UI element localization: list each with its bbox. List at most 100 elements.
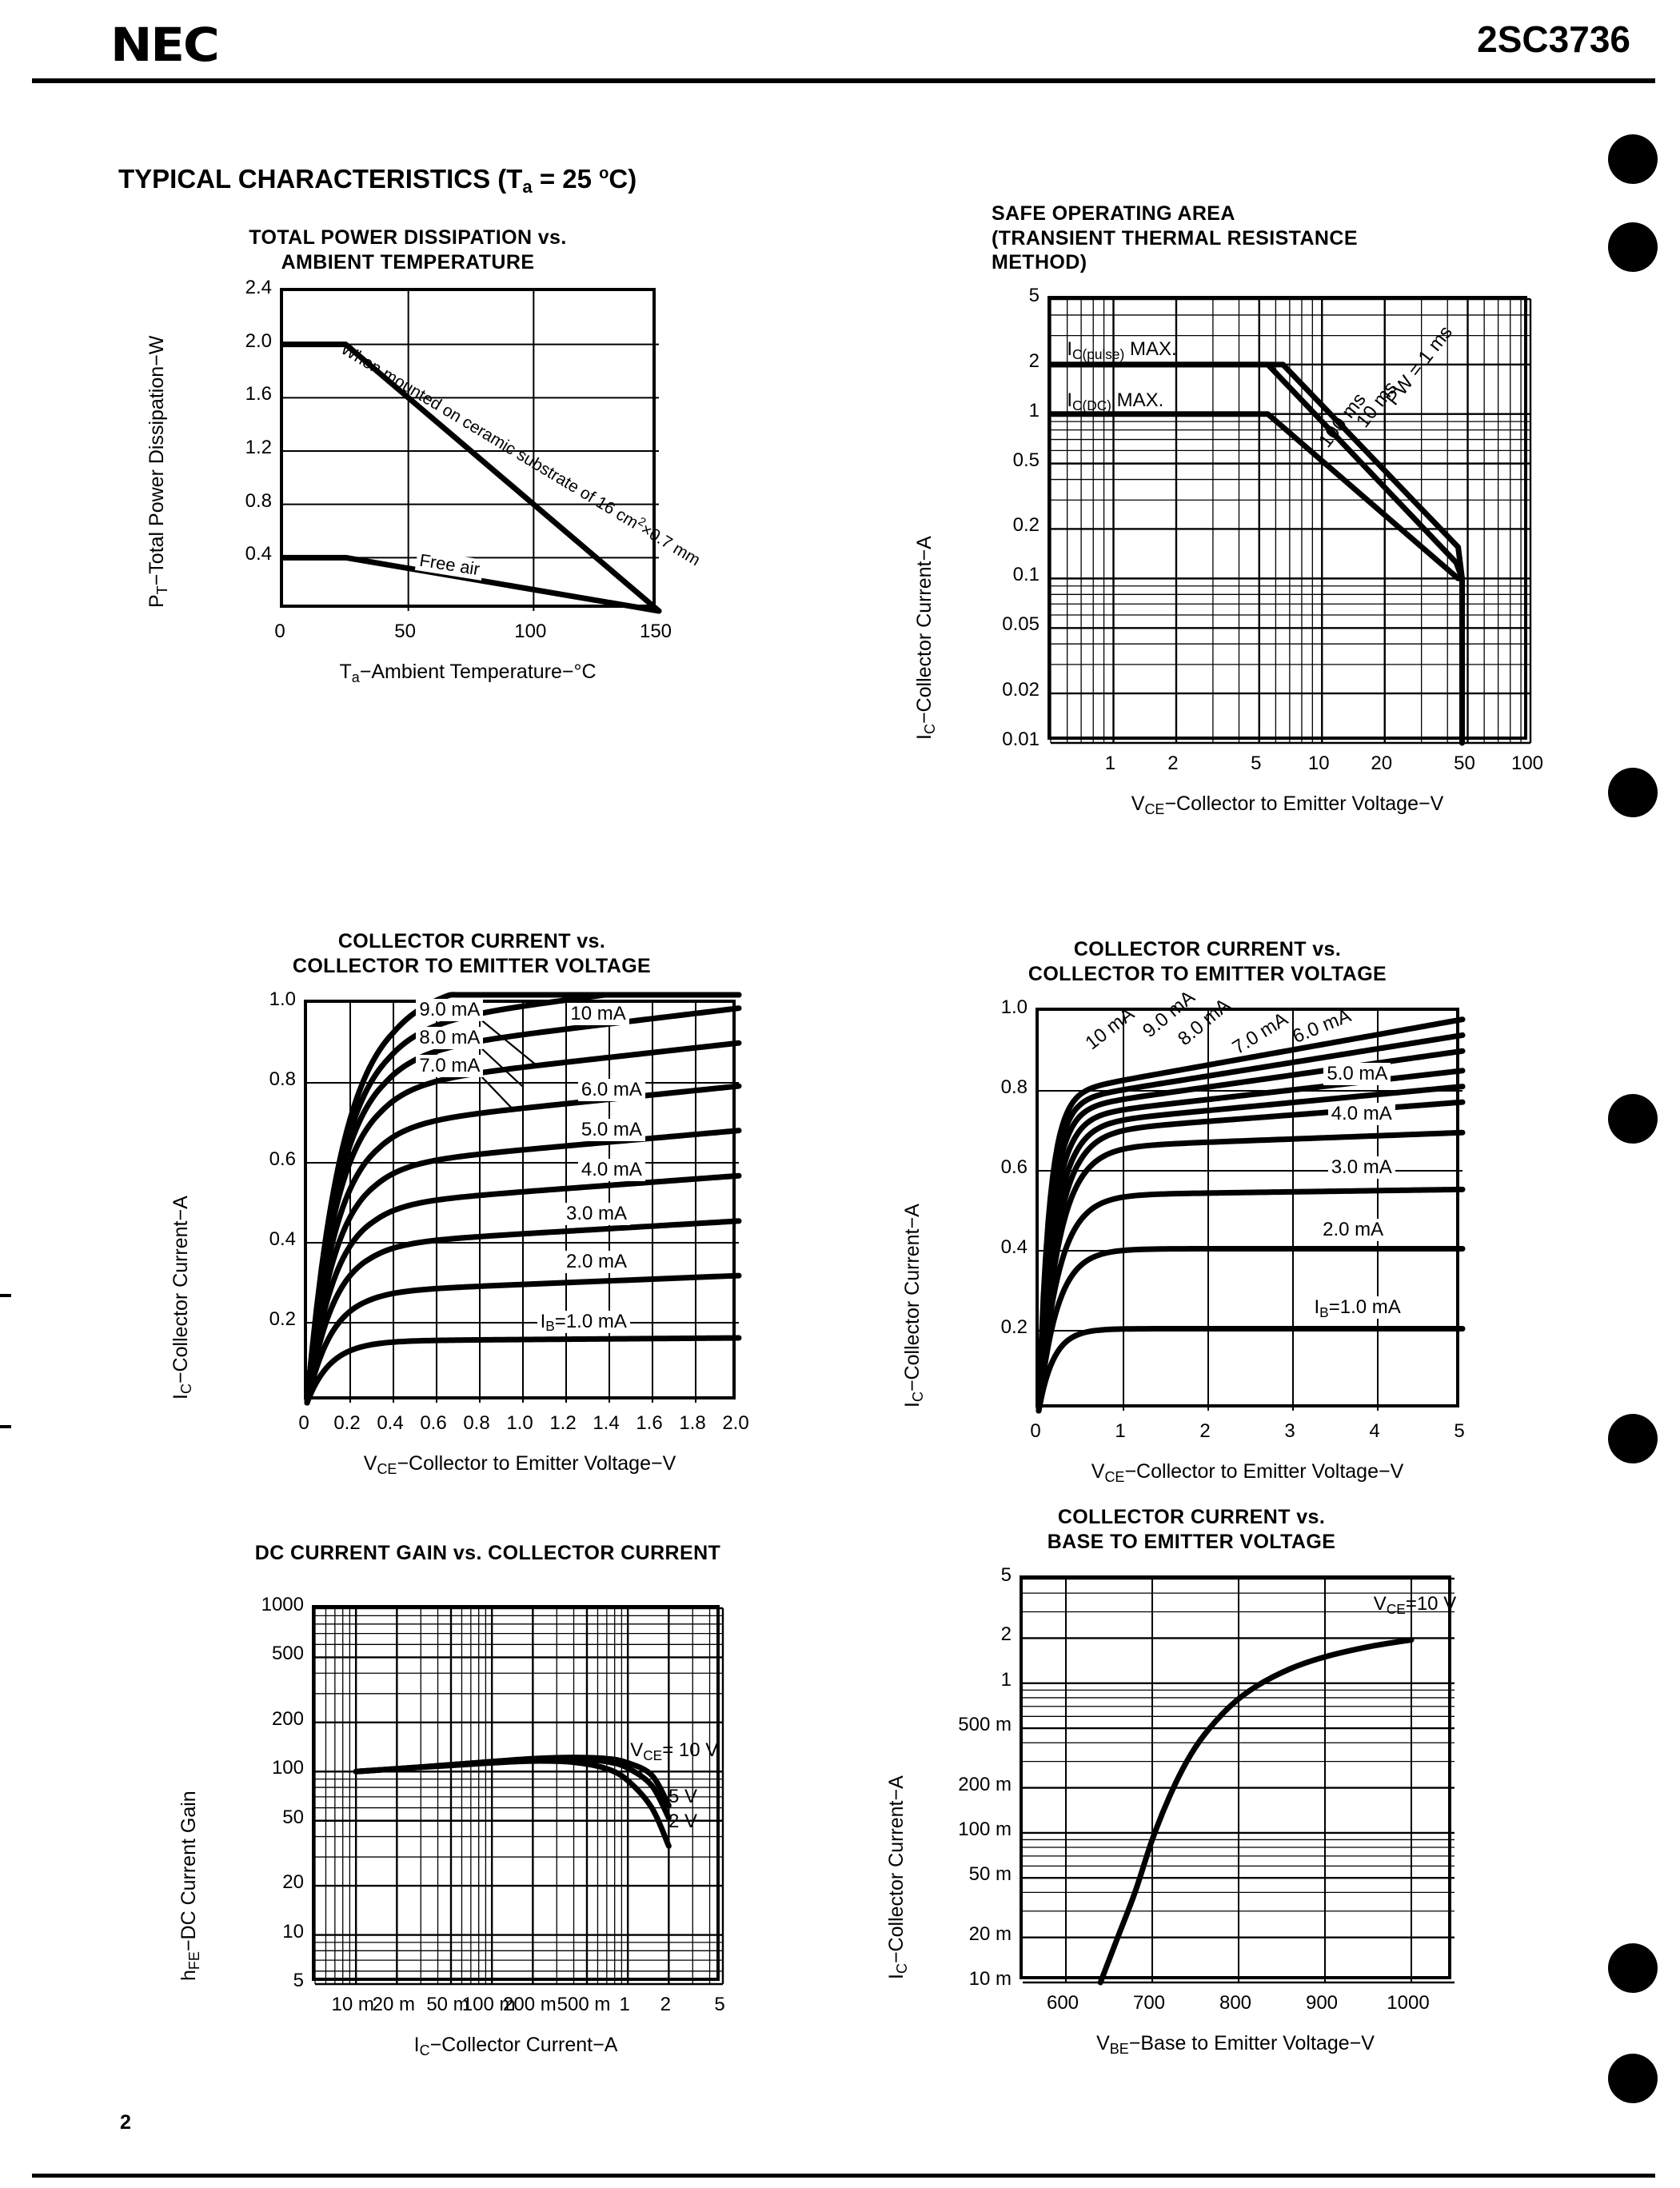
y-axis-label: IC−Collector Current−A [913, 536, 939, 740]
x-axis-tick-label: 2 [660, 1994, 672, 2015]
x-axis-tick-label: 0.6 [420, 1412, 447, 1434]
curve-label: 2.0 mA [1319, 1218, 1387, 1241]
plot-area [1020, 1575, 1455, 1986]
x-axis-tick-label: 20 m [372, 1994, 416, 2015]
y-axis-tick-label: 0.6 [269, 1148, 296, 1170]
y-axis-tick-label: 10 [282, 1920, 304, 1942]
y-axis-tick-label: 0.1 [1012, 564, 1040, 586]
part-number: 2SC3736 [1477, 18, 1630, 60]
x-axis-tick-label: 2 [1199, 1420, 1211, 1442]
y-axis-tick-label: 1 [1000, 1668, 1012, 1691]
y-axis-tick-label: 500 m [958, 1714, 1012, 1736]
y-axis-tick-label: 20 m [968, 1922, 1012, 1945]
punch-hole-mark [1608, 222, 1658, 272]
x-axis-tick-label: 700 [1132, 1992, 1166, 2014]
y-axis-tick-label: 1.6 [245, 383, 272, 405]
x-axis-tick-label: 50 m [426, 1994, 469, 2015]
y-axis-tick-label: 20 [282, 1871, 304, 1894]
x-axis-tick-label: 900 [1305, 1992, 1339, 2014]
section-title-suffix: C) [609, 164, 637, 194]
chart-annotation: VCE=10 V [1373, 1593, 1457, 1618]
curve-label: 4.0 mA [577, 1158, 645, 1181]
curve-label: 8.0 mA [416, 1026, 484, 1049]
edge-registration-mark [0, 1294, 11, 1297]
page-number: 2 [120, 2111, 131, 2134]
curve-label: 3.0 mA [563, 1202, 631, 1225]
chart-safe-operating-area: SAFE OPERATING AREA (TRANSIENT THERMAL R… [913, 202, 1607, 872]
y-axis-tick-label: 200 m [958, 1773, 1012, 1795]
y-axis-tick-label: 10 m [968, 1968, 1012, 1990]
y-axis-tick-label: 0.4 [245, 543, 272, 565]
y-axis-tick-label: 1.2 [245, 437, 272, 458]
page-header: NEC 2SC3736 [0, 0, 1680, 83]
x-axis-tick-label: 150 [639, 621, 672, 642]
x-axis-tick-label: 0.8 [463, 1412, 490, 1434]
y-axis-label: hFE−DC Current Gain [178, 1791, 203, 1981]
plot-area [1048, 296, 1532, 746]
chart-title: COLLECTOR CURRENT vs. BASE TO EMITTER VO… [1047, 1506, 1336, 1553]
x-axis-tick-label: 100 [514, 621, 547, 642]
y-axis-tick-label: 0.01 [1002, 729, 1040, 750]
chart-title: SAFE OPERATING AREA (TRANSIENT THERMAL R… [992, 202, 1358, 274]
y-axis-tick-label: 100 m [958, 1818, 1012, 1840]
chart-collector-current-vs-vce-5v: COLLECTOR CURRENT vs. COLLECTOR TO EMITT… [901, 938, 1527, 1519]
x-axis-tick-label: 1.2 [549, 1412, 577, 1434]
curve-label: IB=1.0 mA [537, 1310, 630, 1334]
curve-label: 7.0 mA [416, 1054, 484, 1077]
x-axis-tick-label: 600 [1046, 1992, 1079, 2014]
x-axis-tick-label: 20 [1371, 753, 1393, 774]
y-axis-tick-label: 1000 [261, 1594, 304, 1615]
x-axis-tick-label: 10 [1307, 753, 1330, 774]
section-title-prefix: TYPICAL CHARACTERISTICS (T [118, 164, 523, 194]
x-axis-tick-label: 0.2 [333, 1412, 361, 1434]
chart-title: DC CURRENT GAIN vs. COLLECTOR CURRENT [254, 1542, 721, 1564]
y-axis-tick-label: 50 [282, 1806, 304, 1828]
y-axis-tick-label: 0.2 [1000, 1316, 1028, 1338]
x-axis-tick-label: 50 [1454, 753, 1475, 774]
y-axis-tick-label: 5 [1000, 1564, 1012, 1586]
y-axis-tick-label: 0.2 [269, 1308, 296, 1330]
plot-area [312, 1605, 724, 1986]
y-axis-tick-label: 0.8 [269, 1068, 296, 1090]
punch-hole-mark [1608, 134, 1658, 184]
x-axis-tick-label: 2 [1167, 753, 1179, 774]
chart-collector-current-vs-vce-2v: COLLECTOR CURRENT vs. COLLECTOR TO EMITT… [170, 930, 784, 1519]
x-axis-label: VCE−Collector to Emitter Voltage−V [363, 1452, 676, 1478]
x-axis-tick-label: 2.0 [722, 1412, 749, 1434]
y-axis-tick-label: 5 [1028, 285, 1040, 306]
x-axis-tick-label: 50 [394, 621, 417, 642]
x-axis-label: VCE−Collector to Emitter Voltage−V [1131, 793, 1444, 818]
plot-area [304, 992, 742, 1406]
x-axis-tick-label: 800 [1219, 1992, 1252, 2014]
section-title-sub: a [522, 177, 533, 197]
x-axis-tick-label: 0.4 [377, 1412, 404, 1434]
y-axis-tick-label: 2 [1000, 1623, 1012, 1646]
curve-label: IB=1.0 mA [1311, 1296, 1404, 1320]
x-axis-label: Ta−Ambient Temperature−°C [339, 661, 597, 686]
y-axis-tick-label: 2 [1028, 349, 1040, 372]
header-divider [32, 78, 1655, 83]
x-axis-tick-label: 200 m [502, 1994, 557, 2015]
y-axis-tick-label: 1.0 [1000, 996, 1028, 1018]
curve-label: 4.0 mA [1327, 1102, 1395, 1125]
x-axis-tick-label: 1 [619, 1994, 630, 2015]
y-axis-tick-label: 200 [271, 1707, 304, 1730]
chart-annotation: IC(pulse) MAX. [1067, 338, 1177, 363]
y-axis-label: IC−Collector Current−A [901, 1204, 927, 1407]
chart-collector-current-vs-vbe: COLLECTOR CURRENT vs. BASE TO EMITTER VO… [885, 1506, 1527, 2071]
x-axis-tick-label: 500 m [557, 1994, 611, 2015]
x-axis-label: VCE−Collector to Emitter Voltage−V [1091, 1460, 1404, 1486]
x-axis-tick-label: 100 [1510, 753, 1544, 774]
plot-area [280, 288, 662, 614]
curve-label: 5.0 mA [1323, 1062, 1391, 1085]
chart-title: COLLECTOR CURRENT vs. COLLECTOR TO EMITT… [292, 930, 652, 977]
curve-label: 10 mA [567, 1002, 629, 1025]
x-axis-tick-label: 1.6 [636, 1412, 663, 1434]
x-axis-tick-label: 1 [1104, 753, 1116, 774]
x-axis-tick-label: 100 m [461, 1994, 516, 2015]
y-axis-tick-label: 2.0 [245, 329, 272, 352]
x-axis-tick-label: 10 m [331, 1994, 374, 2015]
punch-hole-mark [1608, 1094, 1658, 1144]
x-axis-label: IC−Collector Current−A [413, 2034, 618, 2059]
y-axis-tick-label: 0.4 [269, 1228, 296, 1250]
